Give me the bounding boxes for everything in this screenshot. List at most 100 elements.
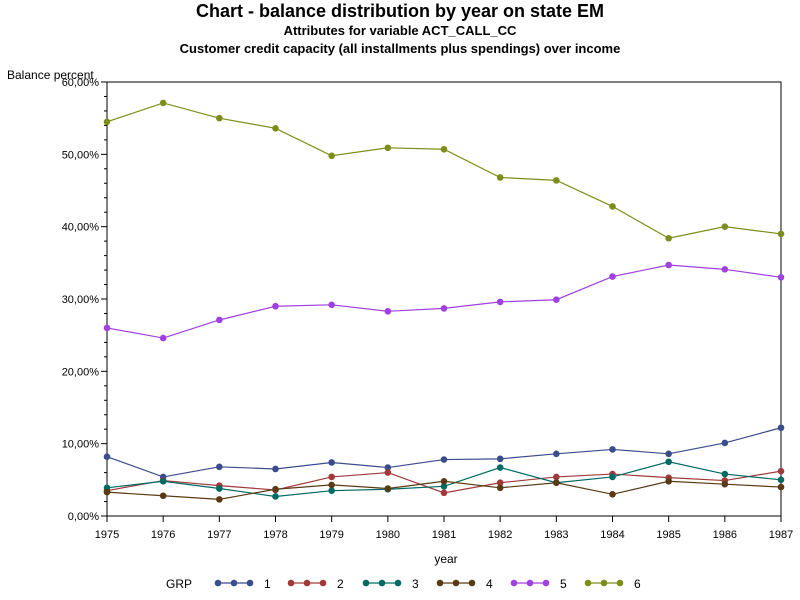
data-point-1 <box>665 450 672 458</box>
legend-marker-6 <box>600 579 608 587</box>
data-point-4 <box>496 484 504 492</box>
legend-label-2: 2 <box>337 577 344 591</box>
data-point-2 <box>384 469 392 476</box>
x-tick-label: 1986 <box>713 529 737 541</box>
data-point-3 <box>440 483 448 490</box>
legend-marker-1 <box>230 579 238 587</box>
data-point-6 <box>216 114 223 122</box>
y-axis-label: Balance percent <box>7 68 94 82</box>
x-tick-label: 1982 <box>488 529 512 541</box>
data-point-2 <box>496 479 504 487</box>
data-point-4 <box>272 485 279 493</box>
legend: 1 2 3 4 5 6 <box>214 577 641 591</box>
x-tick-label: 1977 <box>207 529 231 541</box>
y-tick-label: 10,00% <box>62 439 100 451</box>
data-point-1 <box>272 465 279 473</box>
legend-marker-5 <box>526 579 534 587</box>
data-point-3 <box>159 477 167 485</box>
legend-label-3: 3 <box>412 577 419 591</box>
data-point-4 <box>216 496 223 503</box>
legend-marker-4 <box>452 579 460 587</box>
data-point-6 <box>553 177 560 184</box>
chart-subtitle-2: Customer credit capacity (all installmen… <box>180 41 621 56</box>
chart-title: Chart - balance distribution by year on … <box>196 1 604 21</box>
legend-marker-4 <box>436 579 444 587</box>
data-point-5 <box>721 266 729 273</box>
data-point-6 <box>384 144 392 152</box>
data-point-6 <box>665 234 672 242</box>
data-point-4 <box>103 488 111 496</box>
data-point-1 <box>553 450 560 458</box>
data-point-6 <box>272 124 279 132</box>
data-point-1 <box>328 459 335 466</box>
data-point-1 <box>777 424 785 432</box>
y-tick-label: 30,00% <box>62 294 100 306</box>
legend-marker-3 <box>378 579 386 587</box>
data-point-5 <box>609 273 616 280</box>
data-point-6 <box>777 230 785 238</box>
y-tick-label: 20,00% <box>62 366 100 378</box>
legend-label-4: 4 <box>486 577 493 591</box>
x-tick-label: 1981 <box>432 529 456 541</box>
data-point-1 <box>609 446 616 453</box>
data-point-3 <box>272 493 279 500</box>
data-point-4 <box>721 480 729 488</box>
data-point-1 <box>496 455 504 463</box>
data-point-5 <box>665 261 672 269</box>
data-point-1 <box>103 453 111 460</box>
data-point-4 <box>440 477 448 485</box>
legend-title: GRP <box>166 577 192 591</box>
data-point-4 <box>609 491 616 498</box>
plot-area: 0,00% 10,00% 20,00% 30,00% 40,00% 50,00% 60,00… <box>62 77 794 541</box>
data-point-5 <box>328 301 335 309</box>
data-point-5 <box>216 316 223 324</box>
data-point-4 <box>553 479 560 487</box>
data-point-6 <box>440 145 448 153</box>
y-tick-label: 0,00% <box>68 511 99 523</box>
x-tick-label: 1985 <box>656 529 680 541</box>
legend-marker-3 <box>362 579 370 587</box>
legend-marker-5 <box>510 579 518 587</box>
data-point-6 <box>496 174 504 181</box>
data-point-5 <box>440 305 448 312</box>
x-tick-label: 1980 <box>376 529 400 541</box>
x-tick-label: 1975 <box>95 529 119 541</box>
legend-marker-6 <box>584 579 592 587</box>
data-point-3 <box>609 473 616 481</box>
data-point-4 <box>328 481 335 489</box>
legend-marker-2 <box>303 579 311 587</box>
data-point-2 <box>328 473 335 481</box>
data-point-4 <box>384 485 392 492</box>
data-point-6 <box>721 223 729 230</box>
legend-label-5: 5 <box>560 577 567 591</box>
x-tick-label: 1984 <box>600 529 624 541</box>
data-point-4 <box>665 477 672 485</box>
data-point-5 <box>496 298 504 306</box>
data-point-2 <box>440 489 448 497</box>
data-point-1 <box>721 439 729 447</box>
legend-label-1: 1 <box>264 577 271 591</box>
data-point-1 <box>440 456 448 463</box>
data-point-5 <box>272 302 279 310</box>
x-tick-label: 1976 <box>151 529 175 541</box>
data-point-5 <box>159 334 167 342</box>
data-point-6 <box>609 203 616 210</box>
data-point-3 <box>777 476 785 484</box>
data-point-5 <box>777 274 785 281</box>
data-point-2 <box>553 473 560 481</box>
data-point-4 <box>777 483 785 491</box>
legend-marker-3 <box>394 579 402 587</box>
legend-marker-4 <box>468 579 476 587</box>
data-point-1 <box>384 464 392 471</box>
data-point-1 <box>216 463 223 471</box>
x-tick-label: 1979 <box>319 529 343 541</box>
data-point-3 <box>216 485 223 492</box>
x-tick-label: 1983 <box>544 529 568 541</box>
chart-subtitle: Attributes for variable ACT_CALL_CC <box>284 23 517 38</box>
data-point-3 <box>665 458 672 466</box>
legend-marker-1 <box>214 579 222 587</box>
y-tick-label: 50,00% <box>62 149 100 161</box>
data-point-5 <box>103 324 111 332</box>
series-line-6 <box>106 102 782 239</box>
x-tick-label: 1987 <box>769 529 793 541</box>
